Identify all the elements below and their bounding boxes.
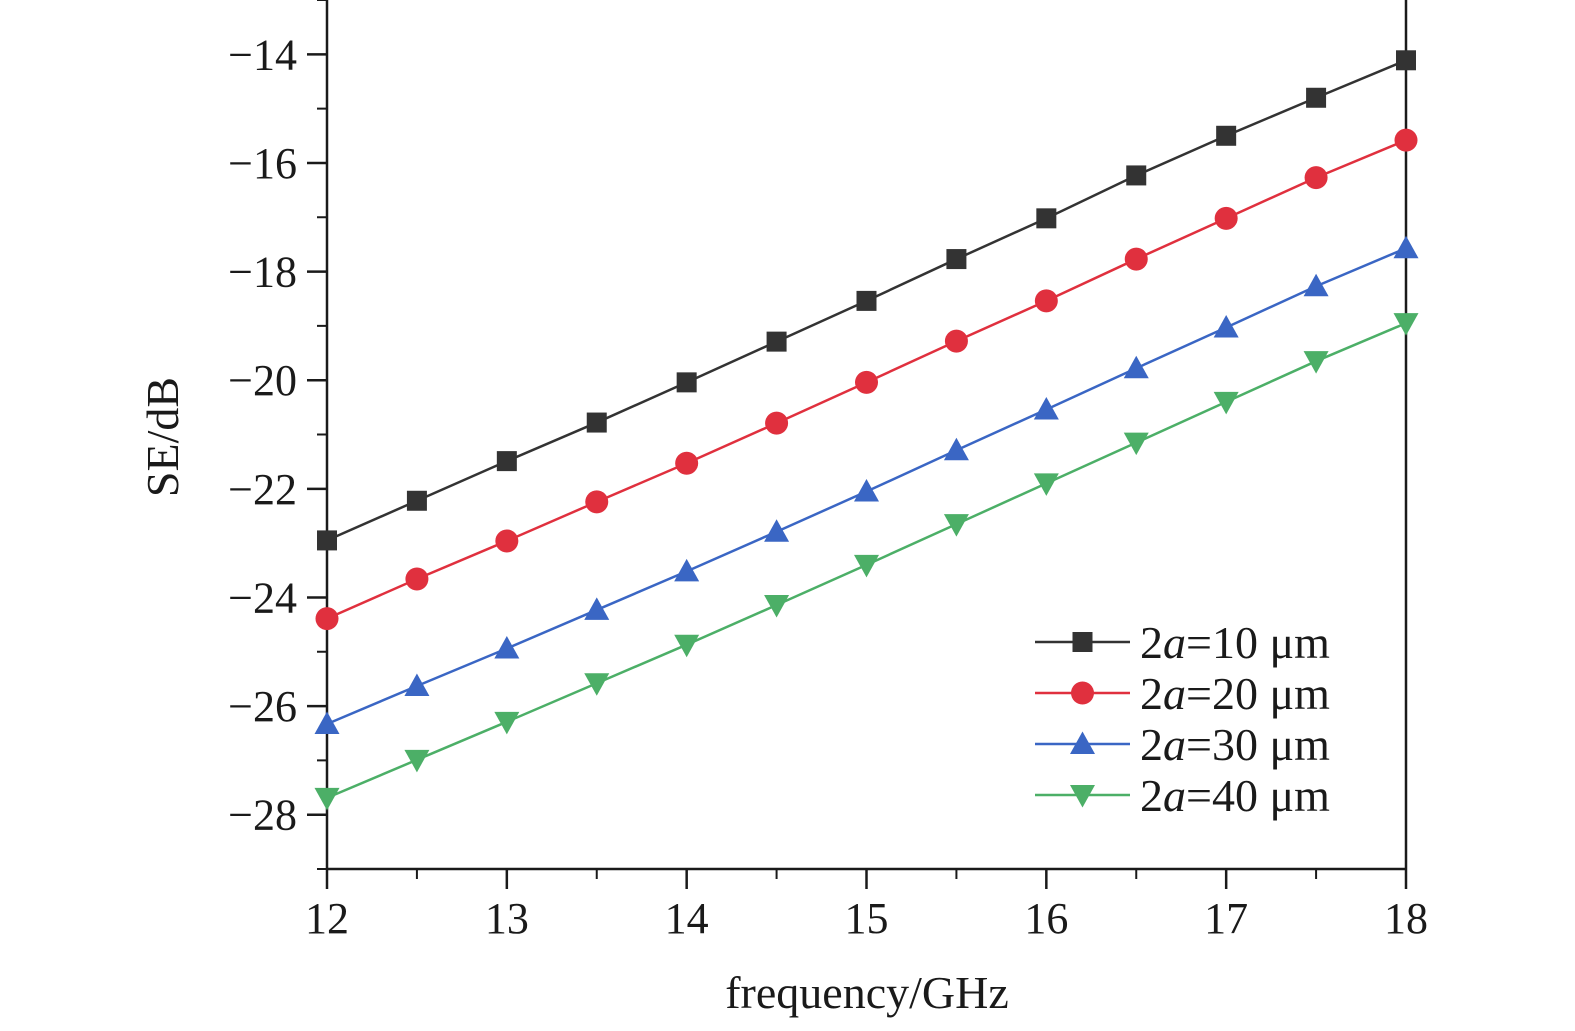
marker-square bbox=[766, 331, 787, 352]
series-4 bbox=[314, 313, 1419, 811]
marker-triangle-down bbox=[764, 595, 790, 618]
marker-triangle-up bbox=[1033, 397, 1059, 420]
marker-circle bbox=[585, 490, 609, 514]
y-tick-label: −16 bbox=[228, 139, 297, 188]
marker-triangle-up bbox=[314, 711, 340, 734]
marker-triangle-up bbox=[854, 479, 879, 502]
legend-label: 2a=40 μm bbox=[1140, 770, 1330, 821]
marker-triangle-down bbox=[1123, 432, 1149, 456]
x-tick-label: 15 bbox=[845, 894, 889, 943]
marker-triangle-up bbox=[674, 558, 700, 582]
marker-circle bbox=[1394, 128, 1418, 152]
marker-triangle-up bbox=[494, 635, 520, 659]
marker-circle bbox=[1071, 681, 1094, 705]
marker-triangle-down bbox=[314, 787, 340, 811]
marker-triangle-down bbox=[584, 673, 610, 696]
y-tick-label: −14 bbox=[228, 30, 297, 79]
marker-square bbox=[856, 290, 877, 311]
x-tick-label: 13 bbox=[485, 894, 529, 943]
marker-circle bbox=[1304, 166, 1328, 190]
marker-triangle-down bbox=[1033, 473, 1059, 496]
marker-square bbox=[496, 451, 517, 472]
marker-circle bbox=[1214, 206, 1238, 230]
marker-triangle-down bbox=[404, 749, 430, 773]
marker-square bbox=[1306, 87, 1327, 108]
y-tick-label: −24 bbox=[228, 573, 297, 622]
marker-square bbox=[317, 530, 337, 551]
y-tick-label: −22 bbox=[228, 465, 297, 514]
marker-triangle-up bbox=[584, 597, 610, 620]
marker-triangle-down bbox=[1393, 313, 1419, 336]
marker-triangle-down bbox=[1070, 785, 1095, 808]
x-tick-label: 18 bbox=[1384, 894, 1428, 943]
marker-square bbox=[1396, 50, 1416, 71]
y-tick-label: −26 bbox=[228, 682, 297, 731]
series-layer bbox=[314, 50, 1419, 811]
marker-circle bbox=[315, 607, 339, 631]
y-tick-label: −20 bbox=[228, 356, 297, 405]
legend-label: 2a=30 μm bbox=[1140, 719, 1330, 770]
marker-square bbox=[1126, 165, 1147, 186]
marker-square bbox=[676, 372, 697, 393]
x-tick-label: 12 bbox=[305, 894, 349, 943]
legend-item: 2a=10 μm bbox=[1035, 617, 1330, 668]
marker-circle bbox=[1034, 289, 1058, 313]
marker-triangle-up bbox=[1213, 315, 1239, 338]
marker-triangle-up bbox=[943, 437, 969, 461]
y-tick-label: −18 bbox=[228, 248, 297, 297]
y-axis-title: SE/dB bbox=[137, 377, 188, 497]
x-tick-label: 14 bbox=[665, 894, 709, 943]
series-1 bbox=[317, 50, 1416, 551]
y-axis-ticks: −28 −26 −24 −22 −20 −18 −16 −14 bbox=[228, 0, 327, 870]
marker-circle bbox=[495, 529, 519, 553]
marker-circle bbox=[855, 370, 878, 394]
marker-circle bbox=[944, 329, 968, 353]
marker-triangle-down bbox=[494, 711, 520, 735]
legend-item: 2a=30 μm bbox=[1035, 719, 1330, 770]
legend-label: 2a=20 μm bbox=[1140, 668, 1330, 719]
marker-circle bbox=[765, 411, 789, 435]
marker-circle bbox=[1124, 247, 1148, 271]
legend-label: 2a=10 μm bbox=[1140, 617, 1330, 668]
legend-item: 2a=40 μm bbox=[1035, 770, 1330, 821]
legend-item: 2a=20 μm bbox=[1035, 668, 1330, 719]
marker-square bbox=[1216, 125, 1237, 146]
x-axis-ticks: 12 13 14 15 16 17 18 bbox=[305, 869, 1428, 943]
y-tick-label: −28 bbox=[228, 791, 297, 840]
series-2 bbox=[315, 128, 1418, 631]
marker-triangle-down bbox=[1213, 391, 1239, 415]
marker-square bbox=[1036, 208, 1057, 229]
series-3 bbox=[314, 235, 1419, 734]
marker-square bbox=[586, 412, 607, 433]
marker-triangle-down bbox=[1303, 351, 1329, 374]
marker-square bbox=[946, 249, 967, 270]
marker-square bbox=[1072, 632, 1093, 652]
marker-triangle-up bbox=[1123, 355, 1149, 379]
x-tick-label: 16 bbox=[1024, 894, 1068, 943]
x-tick-label: 17 bbox=[1204, 894, 1248, 943]
marker-triangle-up bbox=[1070, 731, 1095, 754]
marker-triangle-down bbox=[674, 634, 700, 658]
marker-triangle-up bbox=[404, 673, 430, 696]
marker-triangle-down bbox=[854, 554, 879, 578]
marker-triangle-up bbox=[1303, 273, 1329, 297]
marker-circle bbox=[675, 451, 699, 475]
marker-triangle-down bbox=[943, 514, 969, 537]
marker-square bbox=[406, 490, 427, 511]
marker-triangle-up bbox=[1393, 235, 1419, 259]
marker-triangle-up bbox=[764, 519, 790, 542]
marker-circle bbox=[405, 567, 429, 591]
x-axis-title: frequency/GHz bbox=[725, 967, 1009, 1018]
